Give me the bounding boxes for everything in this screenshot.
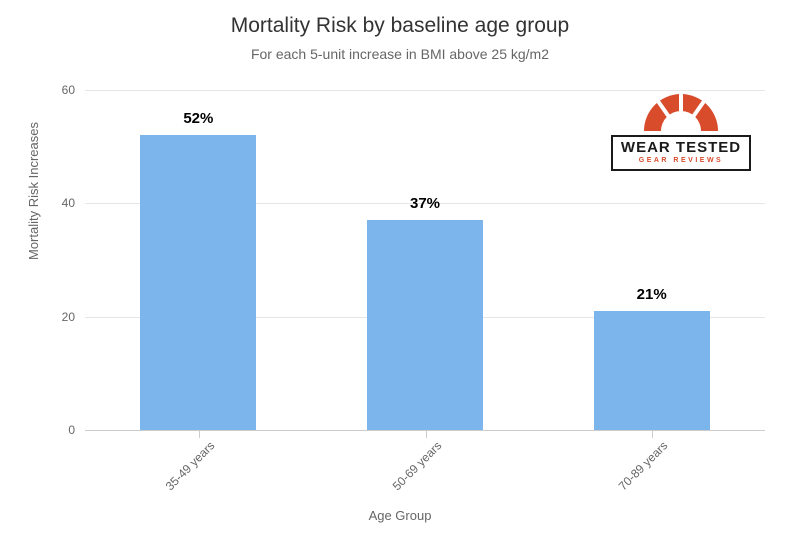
bar-value-label: 21% [637, 286, 667, 311]
y-tick-label: 60 [62, 83, 85, 97]
logo-arc-icon [644, 94, 718, 131]
x-axis-title: Age Group [0, 508, 800, 523]
y-axis-title: Mortality Risk Increases [26, 122, 41, 260]
chart-container: Mortality Risk by baseline age group For… [0, 0, 800, 533]
y-tick-label: 20 [62, 310, 85, 324]
y-tick-label: 40 [62, 196, 85, 210]
chart-subtitle: For each 5-unit increase in BMI above 25… [0, 38, 800, 62]
x-tick-label: 35-49 years [157, 433, 217, 493]
x-tick-label: 70-89 years [610, 433, 670, 493]
y-tick-label: 0 [68, 423, 85, 437]
gridline [85, 90, 765, 91]
logo-sub-text: GEAR REVIEWS [621, 155, 741, 164]
wear-tested-logo: WEAR TESTED GEAR REVIEWS [606, 94, 756, 171]
bar-value-label: 37% [410, 195, 440, 220]
logo-main-text: WEAR TESTED [621, 140, 741, 155]
bar: 52% [140, 135, 256, 430]
logo-text-box: WEAR TESTED GEAR REVIEWS [611, 135, 751, 171]
bar-value-label: 52% [183, 110, 213, 135]
bar: 21% [594, 311, 710, 430]
x-tick-label: 50-69 years [384, 433, 444, 493]
bar: 37% [367, 220, 483, 430]
chart-title: Mortality Risk by baseline age group [0, 0, 800, 38]
